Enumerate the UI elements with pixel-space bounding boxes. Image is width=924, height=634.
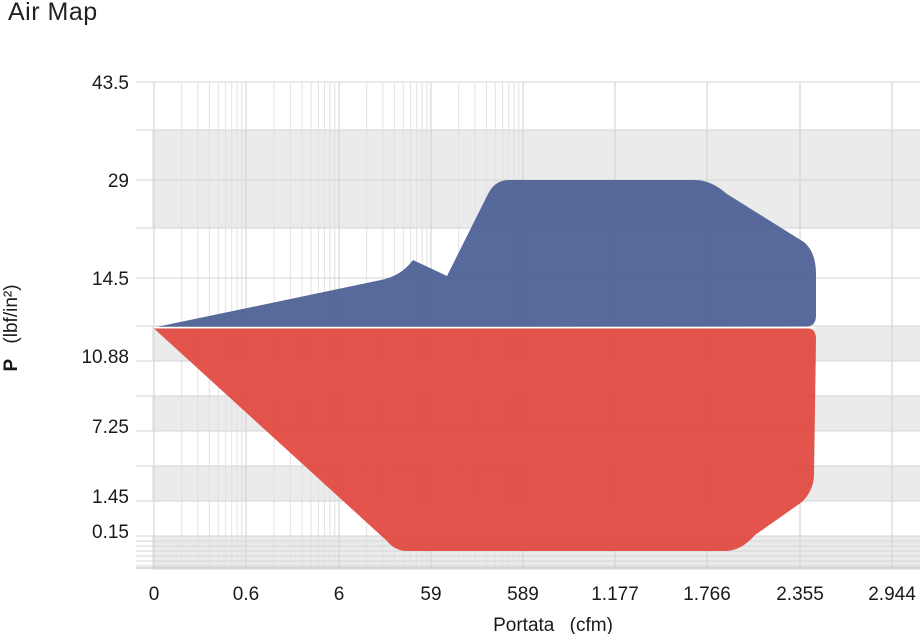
y-axis-label: P (lbf/in²) [1,284,22,371]
y-axis-label-bold: P [1,359,22,372]
x-tick-label: 2.944 [868,584,916,605]
y-tick-label: 14.5 [92,269,129,290]
x-axis-label-bold: Portata [493,615,555,634]
x-tick-label: 0.6 [233,584,259,605]
y-tick-label: 29 [108,171,129,192]
y-tick-label: 10.88 [81,347,129,368]
y-tick-label: 43.5 [92,73,129,94]
y-tick-label: 7.25 [92,417,129,438]
chart-title: Air Map [8,0,98,26]
x-tick-label: 589 [507,584,539,605]
x-tick-label: 0 [149,584,160,605]
x-tick-label: 59 [420,584,441,605]
series-blue-area [154,180,816,328]
x-tick-label: 1.177 [591,584,639,605]
x-axis-ticks: 0 0.6 6 59 589 1.177 1.766 2.355 2.944 [149,584,916,605]
y-tick-label: 1.45 [92,487,129,508]
y-tick-label: 0.15 [92,522,129,543]
y-axis-ticks: 43.5 29 14.5 10.88 7.25 1.45 0.15 [81,73,129,543]
series-red-area [154,328,816,551]
x-axis-label-unit: (cfm) [570,615,613,634]
data-areas [154,180,816,551]
x-axis-label: Portata (cfm) [493,615,613,634]
x-tick-label: 6 [334,584,345,605]
x-tick-label: 2.355 [776,584,824,605]
y-axis-label-unit: (lbf/in²) [1,284,22,343]
x-tick-label: 1.766 [683,584,731,605]
